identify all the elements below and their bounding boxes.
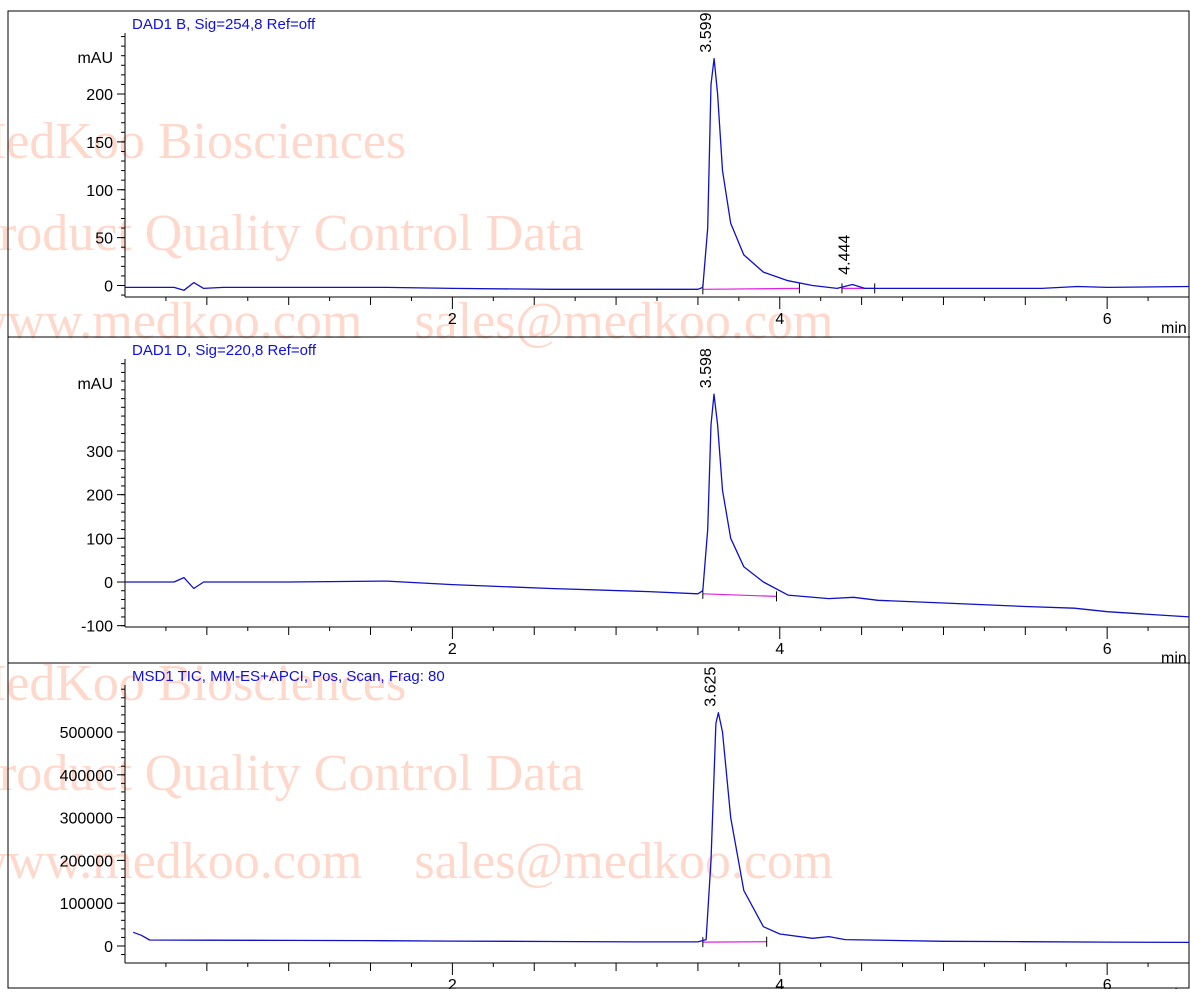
- y-tick-label: 150: [86, 135, 113, 152]
- chart-panel-3: MSD1 TIC, MM-ES+APCI, Pos, Scan, Frag: 8…: [60, 667, 1189, 989]
- y-tick-label: 50: [95, 231, 113, 248]
- y-tick-label: 200: [86, 488, 113, 505]
- panel-title: DAD1 D, Sig=220,8 Ref=off: [132, 342, 317, 359]
- integration-baseline: [703, 594, 777, 597]
- y-tick-label: 100: [86, 183, 113, 200]
- x-tick-label: 2: [448, 311, 457, 328]
- y-axis-label: mAU: [77, 376, 113, 393]
- y-axis-label: mAU: [77, 50, 113, 67]
- peak-label: 3.599: [698, 12, 715, 52]
- x-axis-label: min: [1161, 650, 1187, 667]
- x-tick-label: 2: [448, 977, 457, 989]
- y-tick-label: 100: [86, 531, 113, 548]
- y-tick-label: 400000: [60, 768, 113, 785]
- x-tick-label: 6: [1103, 311, 1112, 328]
- y-tick-label: -100: [81, 619, 113, 636]
- watermark-text: MedKoo Biosciences: [0, 113, 406, 170]
- y-tick-label: 300000: [60, 811, 113, 828]
- x-tick-label: 2: [448, 641, 457, 658]
- panel-title: MSD1 TIC, MM-ES+APCI, Pos, Scan, Frag: 8…: [132, 668, 445, 685]
- y-tick-label: 0: [104, 575, 113, 592]
- x-tick-label: 6: [1103, 977, 1112, 989]
- watermark-text: www.medkoo.com sales@medkoo.com: [0, 293, 833, 350]
- peak-label: 4.444: [836, 235, 853, 275]
- chart-panel-2: DAD1 D, Sig=220,8 Ref=off -100 0 100 200 300 m…: [77, 342, 1189, 667]
- y-tick-label: 500000: [60, 725, 113, 742]
- x-tick-label: 4: [775, 641, 784, 658]
- x-axis-label: min: [1161, 320, 1187, 337]
- peak-label: 3.598: [698, 348, 715, 388]
- y-tick-label: 0: [104, 939, 113, 956]
- peak-label: 3.625: [702, 667, 719, 707]
- chromatogram-trace: [125, 394, 1189, 617]
- y-tick-label: 200000: [60, 853, 113, 870]
- x-tick-label: 4: [775, 311, 784, 328]
- panel-title: DAD1 B, Sig=254,8 Ref=off: [132, 16, 316, 33]
- x-tick-label: 4: [775, 977, 784, 989]
- y-tick-label: 100000: [60, 896, 113, 913]
- x-tick-label: 6: [1103, 641, 1112, 658]
- y-tick-label: 0: [104, 279, 113, 296]
- integration-baseline: [703, 288, 800, 289]
- chart-panel-1: DAD1 B, Sig=254,8 Ref=off 0 50 100 150 200 mAU…: [77, 12, 1189, 337]
- y-tick-label: 200: [86, 87, 113, 104]
- y-tick-label: 300: [86, 444, 113, 461]
- watermark-text: Product Quality Control Data: [0, 205, 584, 262]
